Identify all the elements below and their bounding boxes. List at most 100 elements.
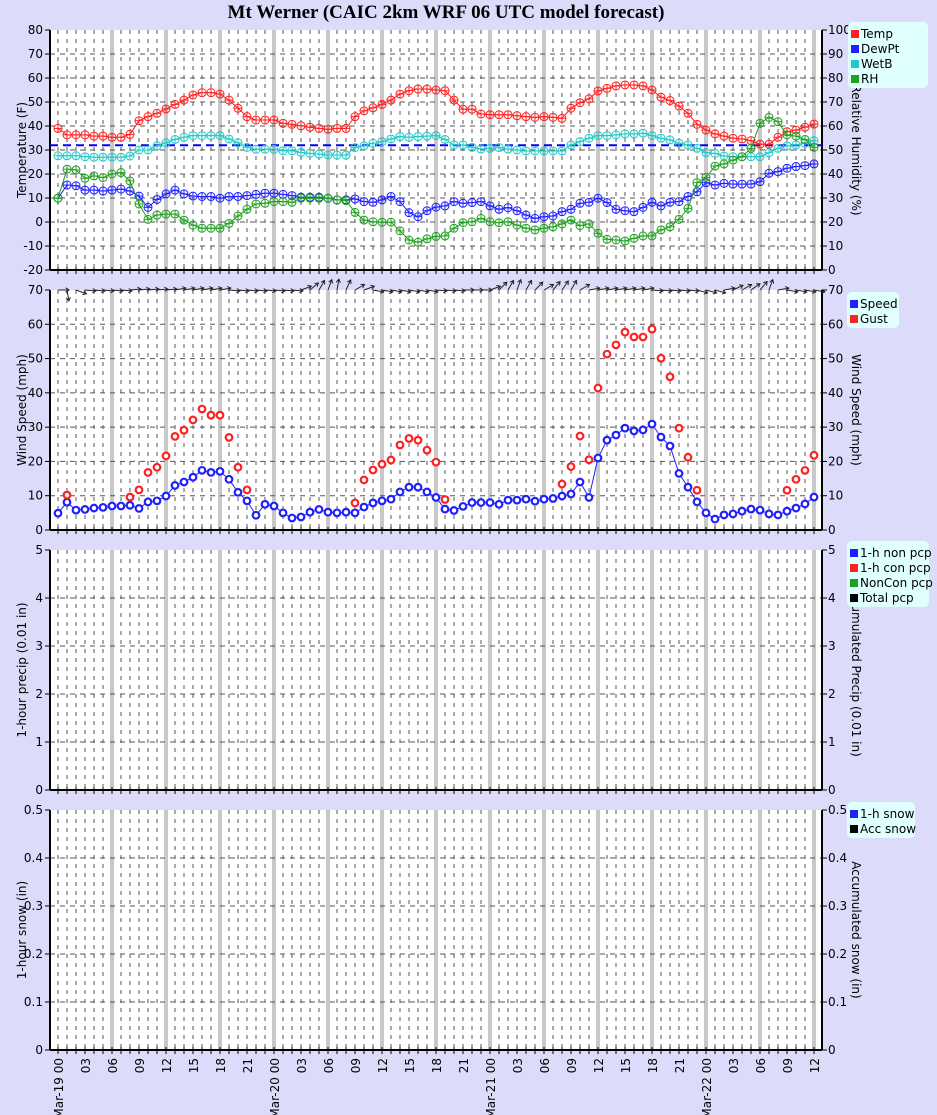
data-point	[386, 95, 396, 105]
data-point	[566, 140, 576, 150]
data-point	[530, 146, 540, 156]
data-point	[296, 121, 306, 131]
data-point	[485, 498, 495, 507]
wind-direction-arrow	[786, 288, 799, 294]
wind-direction-arrow	[345, 279, 352, 291]
data-point	[566, 204, 576, 214]
data-point	[161, 451, 171, 461]
data-point	[89, 185, 99, 195]
data-point	[80, 185, 90, 195]
x-tick-label: 06	[106, 1058, 120, 1073]
data-point	[602, 198, 612, 208]
data-point	[809, 450, 819, 460]
data-point	[107, 185, 117, 195]
data-point	[197, 131, 207, 141]
y-tick-label: 20	[28, 167, 43, 181]
data-point	[215, 410, 225, 420]
y-tick-label: 2	[35, 687, 43, 701]
data-point	[71, 165, 81, 175]
data-point	[260, 115, 270, 125]
y-tick-label: 5	[35, 543, 43, 557]
chart-title: Mt Werner (CAIC 2km WRF 06 UTC model for…	[228, 2, 665, 23]
data-point	[62, 497, 72, 507]
data-point	[773, 132, 783, 142]
wind-direction-arrow	[354, 283, 366, 291]
data-point	[701, 125, 711, 135]
data-point	[431, 231, 441, 241]
data-point	[467, 217, 477, 227]
data-point	[764, 148, 774, 158]
data-point	[773, 143, 783, 153]
data-point	[602, 131, 612, 141]
data-point	[440, 504, 450, 514]
x-tick-label: 15	[619, 1058, 633, 1073]
wind-direction-arrow	[777, 286, 790, 292]
data-point	[242, 112, 252, 122]
wind-direction-arrow	[300, 284, 313, 291]
data-point	[368, 498, 378, 508]
data-point	[593, 131, 603, 141]
data-point	[656, 225, 666, 235]
data-point	[197, 88, 207, 98]
data-point	[125, 129, 135, 139]
data-point	[197, 223, 207, 233]
y-tick-label: 50	[28, 352, 43, 366]
data-point	[512, 495, 522, 505]
data-point	[503, 217, 513, 227]
legend-swatch	[850, 594, 858, 602]
x-tick-label: Mar-20 00	[268, 1058, 282, 1115]
data-point	[152, 496, 162, 506]
wind-direction-arrow	[381, 288, 394, 294]
y-right-tick-label: 10	[828, 489, 843, 503]
data-point	[431, 457, 441, 467]
data-point	[548, 112, 558, 122]
legend-swatch	[850, 825, 858, 833]
data-point	[404, 235, 414, 245]
legend-label: 1-h non pcp	[860, 546, 932, 560]
wind-direction-arrow	[93, 288, 106, 294]
legend-label: Acc snow	[860, 822, 916, 836]
y-tick-label: 30	[28, 420, 43, 434]
y-tick-label: 0	[35, 215, 43, 229]
data-point	[323, 193, 333, 203]
data-point	[179, 95, 189, 105]
data-point	[494, 110, 504, 120]
data-point	[620, 327, 630, 337]
data-point	[503, 110, 513, 120]
data-point	[170, 99, 180, 109]
wind-direction-arrow	[732, 284, 744, 291]
x-tick-label: 18	[214, 1058, 228, 1073]
data-point	[107, 169, 117, 179]
data-point	[638, 231, 648, 241]
legend-swatch	[850, 549, 858, 557]
x-tick-label: 03	[511, 1058, 525, 1073]
data-point	[503, 495, 513, 505]
data-point	[134, 145, 144, 155]
data-point	[62, 151, 72, 161]
data-point	[350, 112, 360, 122]
data-point	[521, 112, 531, 122]
y-tick-label: 70	[28, 47, 43, 61]
data-point	[197, 404, 207, 414]
y-tick-label: 40	[28, 119, 43, 133]
data-point	[629, 426, 639, 436]
data-point	[701, 508, 711, 518]
data-point	[395, 132, 405, 142]
data-point	[782, 485, 792, 495]
y-right-tick-label: 3	[828, 639, 836, 653]
data-point	[125, 492, 135, 502]
data-point	[593, 453, 603, 463]
data-point	[260, 188, 270, 198]
x-tick-label: 12	[160, 1058, 174, 1073]
data-point	[179, 132, 189, 142]
wind-direction-arrow	[795, 288, 808, 294]
wind-direction-arrow	[390, 288, 403, 294]
data-point	[512, 206, 522, 216]
data-point	[98, 173, 108, 183]
series-dewpt	[53, 159, 819, 223]
data-point	[422, 84, 432, 94]
data-point	[206, 88, 216, 98]
